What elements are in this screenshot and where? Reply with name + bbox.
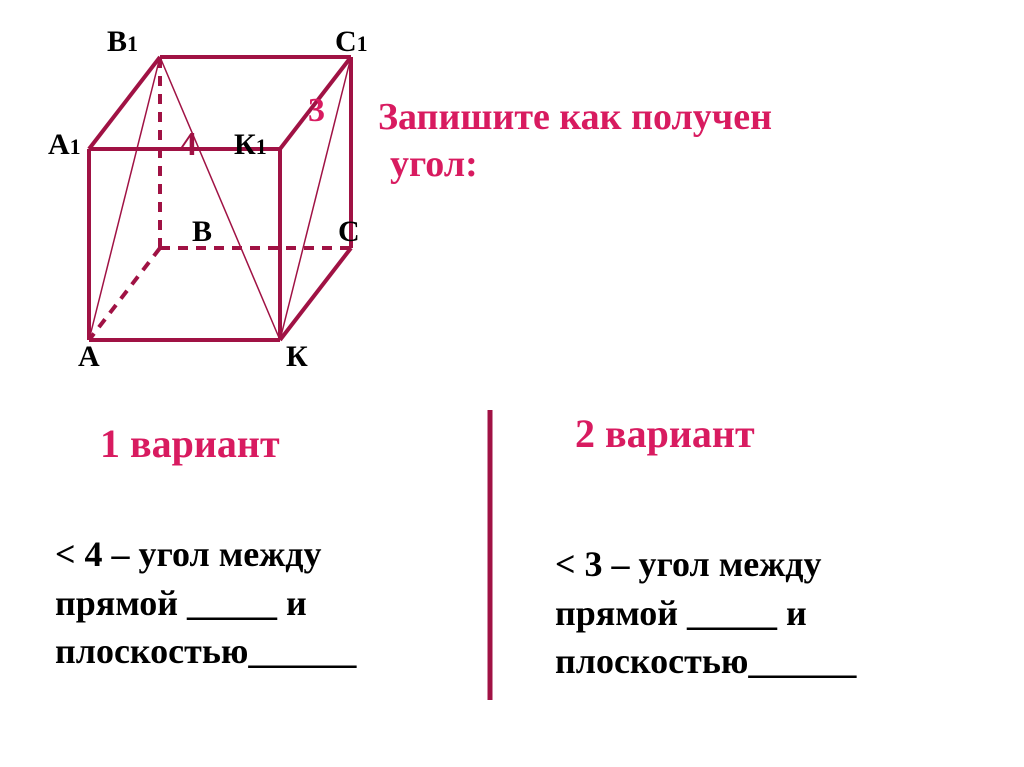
variant-1-title: 1 вариант — [100, 420, 280, 467]
angle-4-label: 4 — [180, 126, 197, 164]
angle-3-text: 3 — [308, 92, 325, 129]
variant-2-title: 2 вариант — [575, 410, 755, 457]
angle-3-label: 3 — [308, 92, 325, 130]
prompt-title-line1: Запишите как получен — [378, 95, 772, 139]
vertex-label-B1: В1 — [107, 25, 138, 59]
variant-1-line2: прямой _____ и — [55, 579, 356, 628]
angle-4-text: 4 — [180, 126, 197, 163]
variant-2-body: < 3 – угол между прямой _____ и плоскост… — [555, 540, 856, 686]
variant-1-line1: < 4 – угол между — [55, 530, 356, 579]
vertex-label-A: А — [78, 340, 100, 374]
figure-canvas: А К В С А1 В1 С1 К1 3 4 Запишите как получен уг… — [0, 0, 1024, 767]
vertex-label-C: С — [338, 215, 360, 249]
vertex-label-B: В — [192, 215, 212, 249]
vertex-label-K: К — [286, 340, 308, 374]
vertex-label-K1: К1 — [234, 128, 267, 162]
vertex-label-A1: А1 — [48, 128, 81, 162]
variant-2-line1: < 3 – угол между — [555, 540, 856, 589]
variant-1-body: < 4 – угол между прямой _____ и плоскост… — [55, 530, 356, 676]
variant-1-line3: плоскостью______ — [55, 627, 356, 676]
prompt-title-line2: угол: — [390, 142, 478, 186]
variant-2-line3: плоскостью______ — [555, 637, 856, 686]
vertex-label-C1: С1 — [335, 25, 368, 59]
variant-2-line2: прямой _____ и — [555, 589, 856, 638]
